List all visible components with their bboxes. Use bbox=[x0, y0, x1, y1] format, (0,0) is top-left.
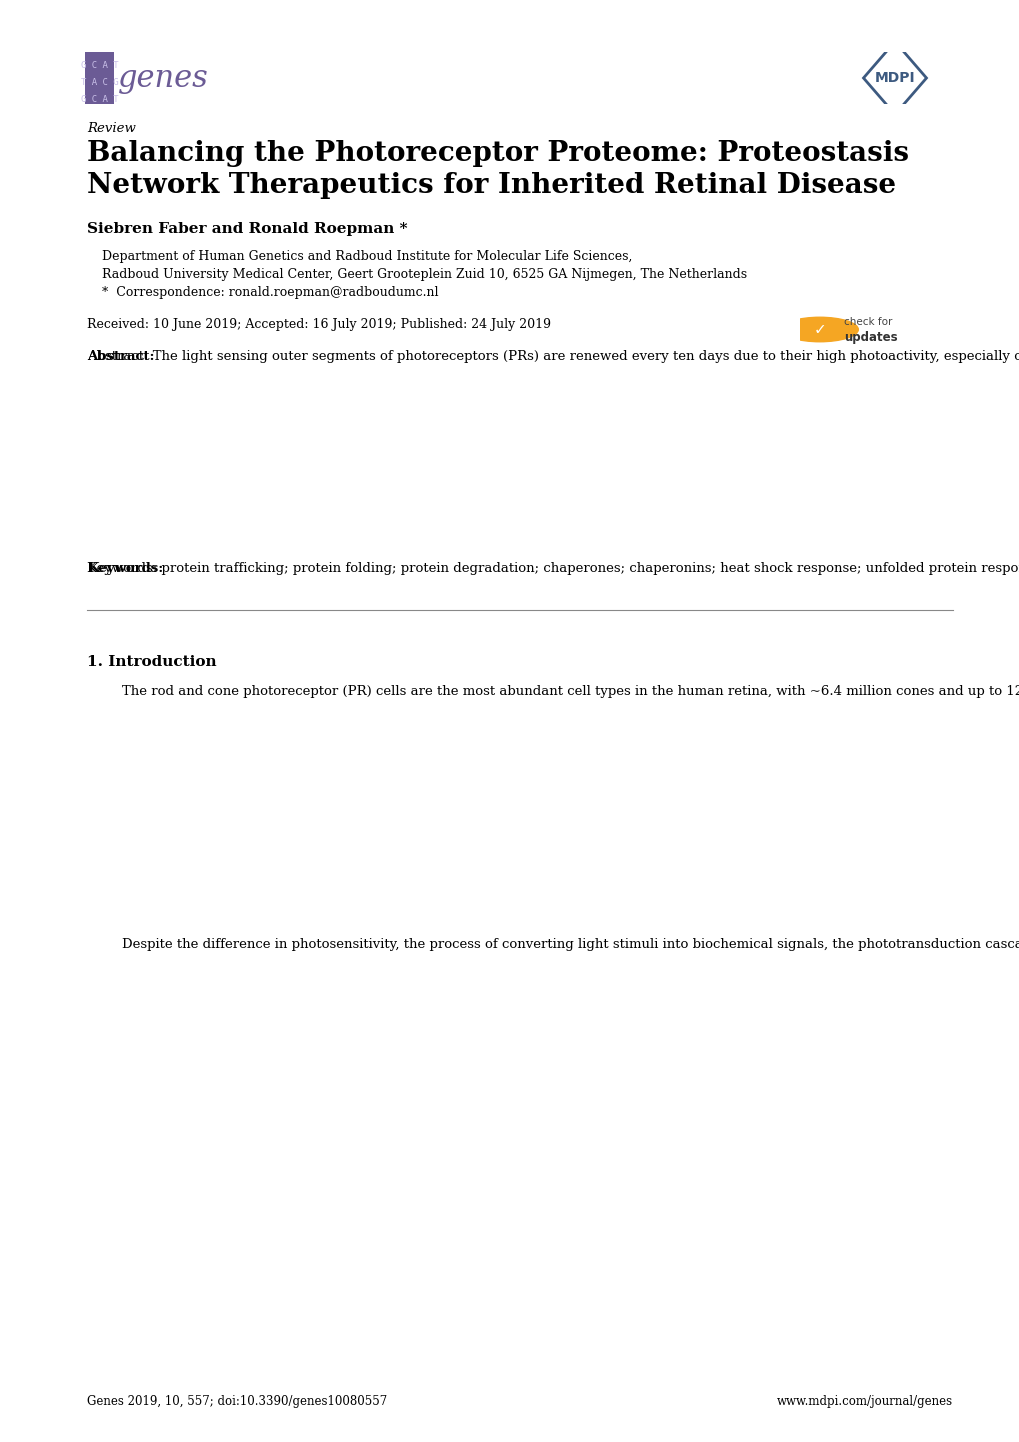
Text: Balancing the Photoreceptor Proteome: Proteostasis: Balancing the Photoreceptor Proteome: Pr… bbox=[87, 140, 908, 167]
Text: ✓: ✓ bbox=[812, 322, 825, 337]
Text: Radboud University Medical Center, Geert Grooteplein Zuid 10, 6525 GA Nijmegen, : Radboud University Medical Center, Geert… bbox=[102, 268, 746, 281]
Text: Keywords: protein trafficking; protein folding; protein degradation; chaperones;: Keywords: protein trafficking; protein f… bbox=[87, 562, 1019, 575]
Text: Siebren Faber and Ronald Roepman *: Siebren Faber and Ronald Roepman * bbox=[87, 222, 408, 236]
Text: *  Correspondence: ronald.roepman@radboudumc.nl: * Correspondence: ronald.roepman@radboud… bbox=[102, 286, 438, 298]
Text: Review: Review bbox=[87, 123, 136, 136]
Text: Keywords:: Keywords: bbox=[87, 562, 163, 575]
Text: T A C G: T A C G bbox=[81, 78, 118, 87]
Text: Despite the difference in photosensitivity, the process of converting light stim: Despite the difference in photosensitivi… bbox=[122, 937, 1019, 952]
Text: genes: genes bbox=[118, 62, 209, 94]
Text: Department of Human Genetics and Radboud Institute for Molecular Life Sciences,: Department of Human Genetics and Radboud… bbox=[102, 249, 632, 262]
Text: MDPI: MDPI bbox=[874, 71, 914, 85]
Text: www.mdpi.com/journal/genes: www.mdpi.com/journal/genes bbox=[776, 1394, 952, 1407]
Text: Abstract: The light sensing outer segments of photoreceptors (PRs) are renewed e: Abstract: The light sensing outer segmen… bbox=[87, 350, 1019, 363]
Text: 1. Introduction: 1. Introduction bbox=[87, 655, 216, 669]
FancyBboxPatch shape bbox=[85, 52, 114, 104]
Text: check for: check for bbox=[843, 317, 892, 327]
Text: The rod and cone photoreceptor (PR) cells are the most abundant cell types in th: The rod and cone photoreceptor (PR) cell… bbox=[122, 685, 1019, 698]
Circle shape bbox=[781, 317, 857, 342]
Text: G C A T: G C A T bbox=[81, 95, 118, 104]
Text: Received: 10 June 2019; Accepted: 16 July 2019; Published: 24 July 2019: Received: 10 June 2019; Accepted: 16 Jul… bbox=[87, 319, 550, 332]
Text: G C A T: G C A T bbox=[81, 62, 118, 71]
Text: Genes 2019, 10, 557; doi:10.3390/genes10080557: Genes 2019, 10, 557; doi:10.3390/genes10… bbox=[87, 1394, 387, 1407]
Text: Network Therapeutics for Inherited Retinal Disease: Network Therapeutics for Inherited Retin… bbox=[87, 172, 896, 199]
Text: Abstract:: Abstract: bbox=[87, 350, 154, 363]
Text: updates: updates bbox=[843, 330, 897, 343]
